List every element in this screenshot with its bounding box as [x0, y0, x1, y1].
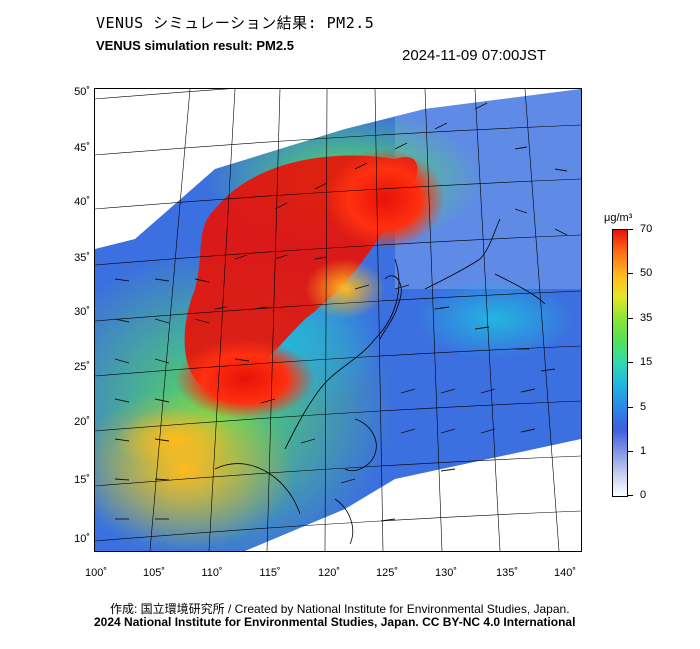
colorbar-tick — [627, 451, 633, 452]
colorbar-tick — [627, 229, 633, 230]
colorbar-label-5: 5 — [640, 401, 647, 413]
lon-label-105: 105˚ — [142, 567, 166, 579]
credit-line-1: 作成: 国立環境研究所 / Created by National Instit… — [110, 602, 570, 616]
credit-line-2: 2024 National Institute for Environmenta… — [94, 615, 576, 629]
title-japanese: VENUS シミュレーション結果: PM2.5 — [96, 14, 375, 32]
colorbar-label-70: 70 — [640, 223, 653, 235]
lon-label-120: 120˚ — [317, 567, 341, 579]
colorbar-label-0: 0 — [640, 489, 647, 501]
concentration-field — [95, 89, 581, 551]
lon-label-140: 140˚ — [553, 567, 577, 579]
lon-label-135: 135˚ — [495, 567, 519, 579]
lat-label-20: 20˚ — [74, 416, 90, 428]
pm25-map — [94, 88, 582, 552]
colorbar-tick — [627, 495, 633, 496]
lon-label-100: 100˚ — [84, 567, 108, 579]
colorbar-tick — [627, 318, 633, 319]
wind-vectors — [114, 102, 568, 522]
colorbar-unit: μg/m³ — [604, 212, 633, 224]
graticule — [95, 89, 581, 551]
lon-label-110: 110˚ — [201, 567, 223, 579]
colorbar-label-1: 1 — [640, 445, 647, 457]
lat-label-25: 25˚ — [74, 361, 90, 373]
lat-label-30: 30˚ — [74, 306, 90, 318]
colorbar-label-15: 15 — [640, 356, 653, 368]
colorbar — [612, 229, 628, 497]
colorbar-label-35: 35 — [640, 312, 653, 324]
coastlines — [214, 218, 546, 545]
lat-label-40: 40˚ — [74, 196, 90, 208]
lon-label-130: 130˚ — [434, 567, 458, 579]
lon-label-115: 115˚ — [259, 567, 281, 579]
lat-label-10: 10˚ — [74, 533, 90, 545]
map-canvas — [95, 89, 581, 551]
title-english: VENUS simulation result: PM2.5 — [96, 38, 294, 53]
lat-label-35: 35˚ — [74, 252, 90, 264]
lon-label-125: 125˚ — [375, 567, 399, 579]
timestamp: 2024-11-09 07:00JST — [402, 47, 546, 64]
colorbar-tick — [627, 362, 633, 363]
lat-label-50: 50˚ — [74, 86, 90, 98]
lat-label-45: 45˚ — [74, 142, 90, 154]
colorbar-tick — [627, 273, 633, 274]
lat-label-15: 15˚ — [74, 474, 90, 486]
colorbar-label-50: 50 — [640, 267, 653, 279]
colorbar-tick — [627, 407, 633, 408]
